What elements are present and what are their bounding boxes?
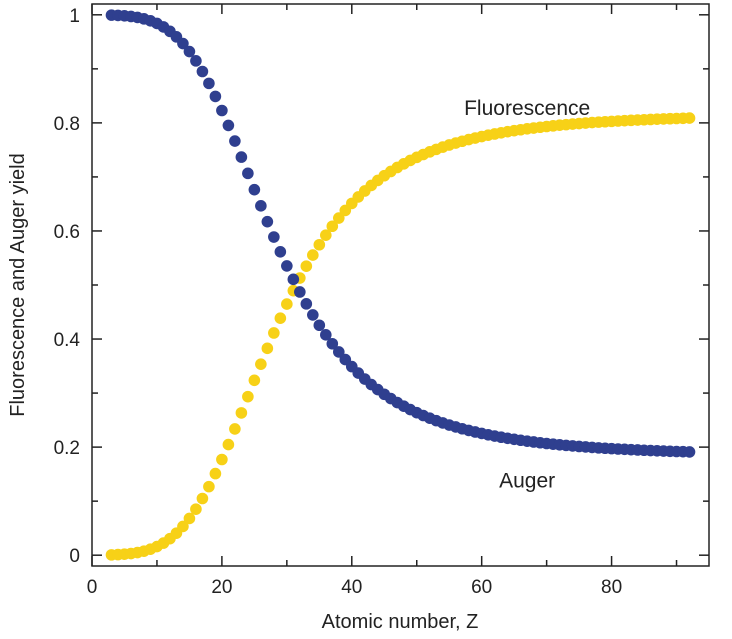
fluorescence-point: [209, 467, 222, 480]
fluorescence-point: [313, 238, 326, 251]
fluorescence-point: [235, 407, 248, 419]
x-tick-label: 40: [341, 577, 362, 598]
auger-point: [183, 45, 196, 58]
auger-point: [320, 329, 332, 341]
x-tick-label: 60: [471, 577, 492, 598]
fluorescence-point: [216, 453, 228, 466]
fluorescence-point: [248, 374, 261, 387]
fluorescence-point: [333, 212, 345, 224]
fluorescence-point: [274, 312, 287, 324]
auger-point: [300, 298, 313, 310]
auger-point: [313, 319, 326, 332]
fluorescence-point: [281, 298, 293, 310]
auger-point: [203, 77, 215, 90]
auger-point: [274, 246, 287, 258]
fluorescence-point: [222, 438, 235, 451]
auger-point: [287, 273, 300, 286]
series-label: Fluorescence: [464, 97, 590, 120]
auger-point: [307, 309, 319, 321]
y-tick-label: 0.6: [54, 222, 80, 243]
fluorescence-point: [268, 327, 280, 339]
auger-point: [190, 55, 202, 67]
data-points: [105, 9, 696, 561]
fluorescence-point: [183, 512, 196, 525]
auger-point: [683, 446, 696, 458]
fluorescence-point: [300, 260, 313, 272]
auger-point: [229, 135, 241, 147]
x-tick-label: 20: [211, 577, 232, 598]
auger-point: [268, 231, 280, 243]
series-annotations: Fluorescence Auger: [464, 97, 590, 493]
auger-point: [209, 90, 222, 103]
fluorescence-point: [177, 520, 189, 533]
fluorescence-point: [203, 480, 215, 493]
fluorescence-point: [683, 112, 696, 124]
auger-point: [326, 337, 339, 350]
fluorescence-point: [320, 229, 332, 241]
y-tick-label: 0: [69, 546, 80, 567]
x-tick-label: 80: [601, 577, 622, 598]
y-tick-label: 1: [69, 6, 80, 27]
y-tick-label: 0.8: [54, 114, 80, 135]
auger-point: [177, 37, 189, 50]
auger-point: [235, 151, 248, 163]
x-axis-title: Atomic number, Z: [322, 611, 479, 633]
fluorescence-point: [229, 423, 241, 435]
fluorescence-point: [196, 492, 209, 505]
series-label: Auger: [499, 470, 555, 493]
series-fluorescence-points: [105, 112, 696, 561]
x-tick-label: 0: [87, 577, 98, 598]
auger-point: [222, 119, 235, 132]
plot-frame: [91, 3, 710, 567]
y-axis-title: Fluorescence and Auger yield: [7, 153, 29, 417]
y-tick-label: 0.2: [54, 438, 80, 459]
axis-ticks: [91, 4, 709, 566]
auger-point: [261, 215, 274, 228]
fluorescence-point: [242, 390, 254, 403]
auger-point: [248, 183, 261, 196]
fluorescence-point: [261, 342, 274, 355]
auger-point: [281, 260, 293, 272]
auger-point: [242, 167, 254, 180]
tick-labels: 0 20 40 60 80 0 0.2 0.4 0.6 0.8 1: [54, 6, 623, 598]
auger-point: [333, 346, 345, 358]
y-tick-label: 0.4: [54, 330, 81, 351]
series-auger-points: [105, 9, 696, 458]
fluorescence-point: [190, 503, 202, 515]
auger-point: [294, 286, 306, 298]
auger-point: [196, 65, 209, 78]
auger-point: [216, 104, 228, 117]
fluorescence-point: [307, 249, 319, 261]
fluorescence-point: [255, 358, 267, 370]
auger-point: [255, 200, 267, 212]
fluorescence-point: [326, 220, 339, 233]
